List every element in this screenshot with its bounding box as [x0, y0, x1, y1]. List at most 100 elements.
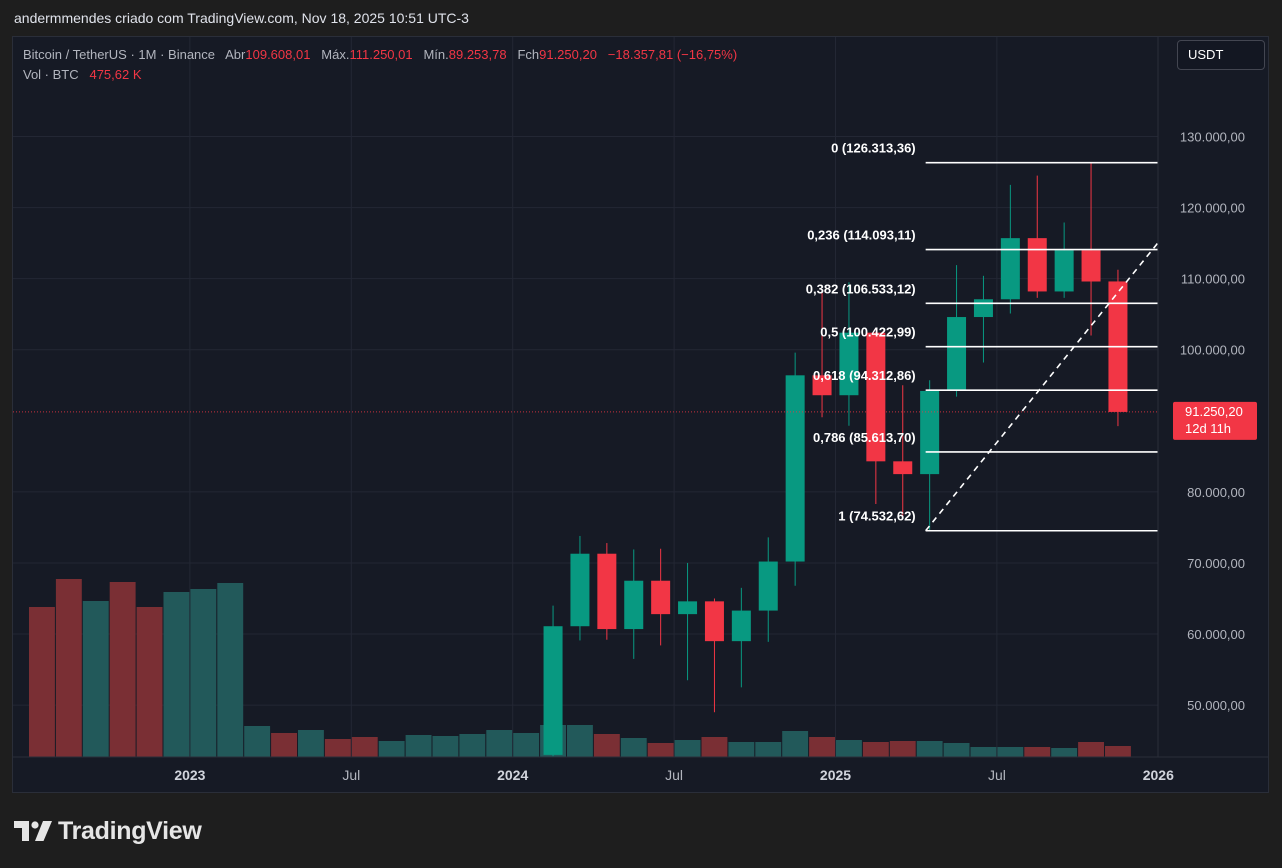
legend-low-value: 89.253,78	[448, 47, 507, 62]
volume-bar	[271, 733, 297, 757]
volume-bar	[674, 740, 701, 757]
chart-attribution: andermmendes criado com TradingView.com,…	[14, 10, 469, 26]
volume-bar	[701, 737, 728, 757]
chart-panel[interactable]: 0 (126.313,36) 0,236 (114.093,11) 0,382 (1…	[12, 36, 1269, 793]
legend-separator: ·	[130, 47, 139, 62]
candle	[920, 380, 940, 531]
volume-bar	[567, 725, 593, 757]
time-axis-background	[13, 757, 1268, 792]
volume-bar	[459, 734, 486, 757]
candle-series	[543, 162, 1128, 757]
volume-bar	[55, 579, 82, 757]
volume-bar	[244, 726, 271, 757]
time-tick-label: Jul	[342, 767, 360, 783]
candle-body	[678, 601, 698, 615]
time-tick-label: Jul	[665, 767, 683, 783]
chart-grid	[13, 37, 1159, 757]
time-tick-label: 2023	[174, 767, 205, 783]
price-tick-label: 110.000,00	[1181, 272, 1245, 287]
candle-body	[624, 580, 644, 630]
price-tick-label: 130.000,00	[1180, 130, 1245, 145]
candle	[651, 548, 671, 646]
volume-bar	[782, 731, 809, 757]
legend-interval[interactable]: 1M	[138, 47, 157, 62]
price-tick-label: 70.000,00	[1187, 556, 1245, 571]
fib-level-label: 0,236 (114.093,11)	[807, 228, 915, 243]
candle	[624, 549, 644, 659]
price-tick-label: 50.000,00	[1187, 698, 1245, 713]
price-tick-label: 120.000,00	[1180, 201, 1245, 216]
legend-separator: ·	[160, 47, 169, 62]
volume-bar	[324, 739, 351, 757]
candle-body	[947, 317, 967, 391]
candle	[543, 605, 563, 757]
legend-volume-label[interactable]: Vol · BTC	[23, 67, 79, 82]
fib-level-label: 0 (126.313,36)	[831, 141, 916, 156]
time-axis: 2023 Jul 2024 Jul 2025 Jul 2026	[13, 756, 1268, 792]
fib-level-label: 1 (74.532,62)	[838, 509, 915, 524]
time-tick-label: Jul	[988, 767, 1006, 783]
volume-bar	[486, 730, 513, 757]
fib-level-label: 0,786 (85.613,70)	[813, 430, 916, 445]
candle-body	[704, 601, 724, 642]
volume-series	[29, 579, 1131, 757]
candle-body	[893, 461, 913, 475]
volume-bar	[29, 607, 55, 757]
time-tick-label: 2024	[497, 767, 528, 783]
volume-bar	[916, 741, 943, 757]
candle	[947, 265, 967, 397]
volume-bar	[970, 747, 997, 757]
tradingview-logo-icon	[14, 821, 52, 841]
legend-close-label: Fch	[517, 47, 540, 62]
volume-bar	[997, 747, 1024, 757]
candle	[758, 537, 778, 642]
candle-body	[920, 390, 940, 475]
candle	[1054, 222, 1074, 298]
volume-bar	[351, 737, 378, 757]
last-price-badge: 91.250,20 12d 11h	[1173, 401, 1257, 440]
currency-button[interactable]: USDT	[1177, 40, 1265, 70]
candle-body	[839, 332, 859, 396]
price-chart[interactable]: 0 (126.313,36) 0,236 (114.093,11) 0,382 (1…	[13, 37, 1269, 793]
candle	[1108, 269, 1128, 427]
candle	[678, 562, 698, 681]
candle	[731, 587, 751, 688]
price-tick-label: 60.000,00	[1187, 627, 1245, 642]
volume-bar	[593, 734, 620, 757]
candle-body	[866, 332, 886, 462]
price-axis-background	[1158, 37, 1268, 757]
legend-open-value: 109.608,01	[245, 47, 311, 62]
candle-body	[812, 375, 832, 396]
volume-bar	[378, 741, 405, 757]
volume-bar	[136, 607, 163, 757]
volume-bar	[755, 742, 782, 757]
candle	[1027, 175, 1047, 298]
candle	[597, 543, 617, 640]
fib-level-label: 0,618 (94.312,86)	[813, 368, 916, 383]
legend-high-value: 111.250,01	[349, 47, 413, 62]
legend-volume: Vol · BTC 475,62 K	[23, 67, 142, 82]
last-price-countdown: 12d 11h	[1185, 421, 1231, 436]
legend-volume-value: 475,62 K	[89, 67, 142, 82]
legend-close-value: 91.250,20	[539, 47, 597, 62]
volume-bar	[217, 583, 244, 757]
price-tick-label: 80.000,00	[1187, 485, 1245, 500]
volume-bar	[647, 743, 674, 757]
candle	[570, 535, 590, 641]
candle	[893, 385, 913, 517]
candle-body	[1081, 250, 1101, 282]
volume-bar	[809, 737, 835, 757]
volume-bar	[163, 592, 190, 757]
price-tick-label: 100.000,00	[1180, 343, 1245, 358]
time-tick-label: 2026	[1143, 767, 1174, 783]
fib-level-label: 0,5 (100.422,99)	[820, 325, 915, 340]
candle	[704, 598, 724, 713]
tradingview-logo[interactable]: TradingView	[14, 816, 202, 846]
volume-bar	[298, 730, 324, 757]
candle-body	[651, 580, 671, 615]
legend-low-label: Mín.	[423, 47, 449, 62]
candle-body	[570, 553, 590, 627]
candle-body	[758, 561, 778, 611]
legend-high-label: Máx.	[321, 47, 350, 62]
legend-symbol[interactable]: Bitcoin / TetherUS	[23, 47, 127, 62]
